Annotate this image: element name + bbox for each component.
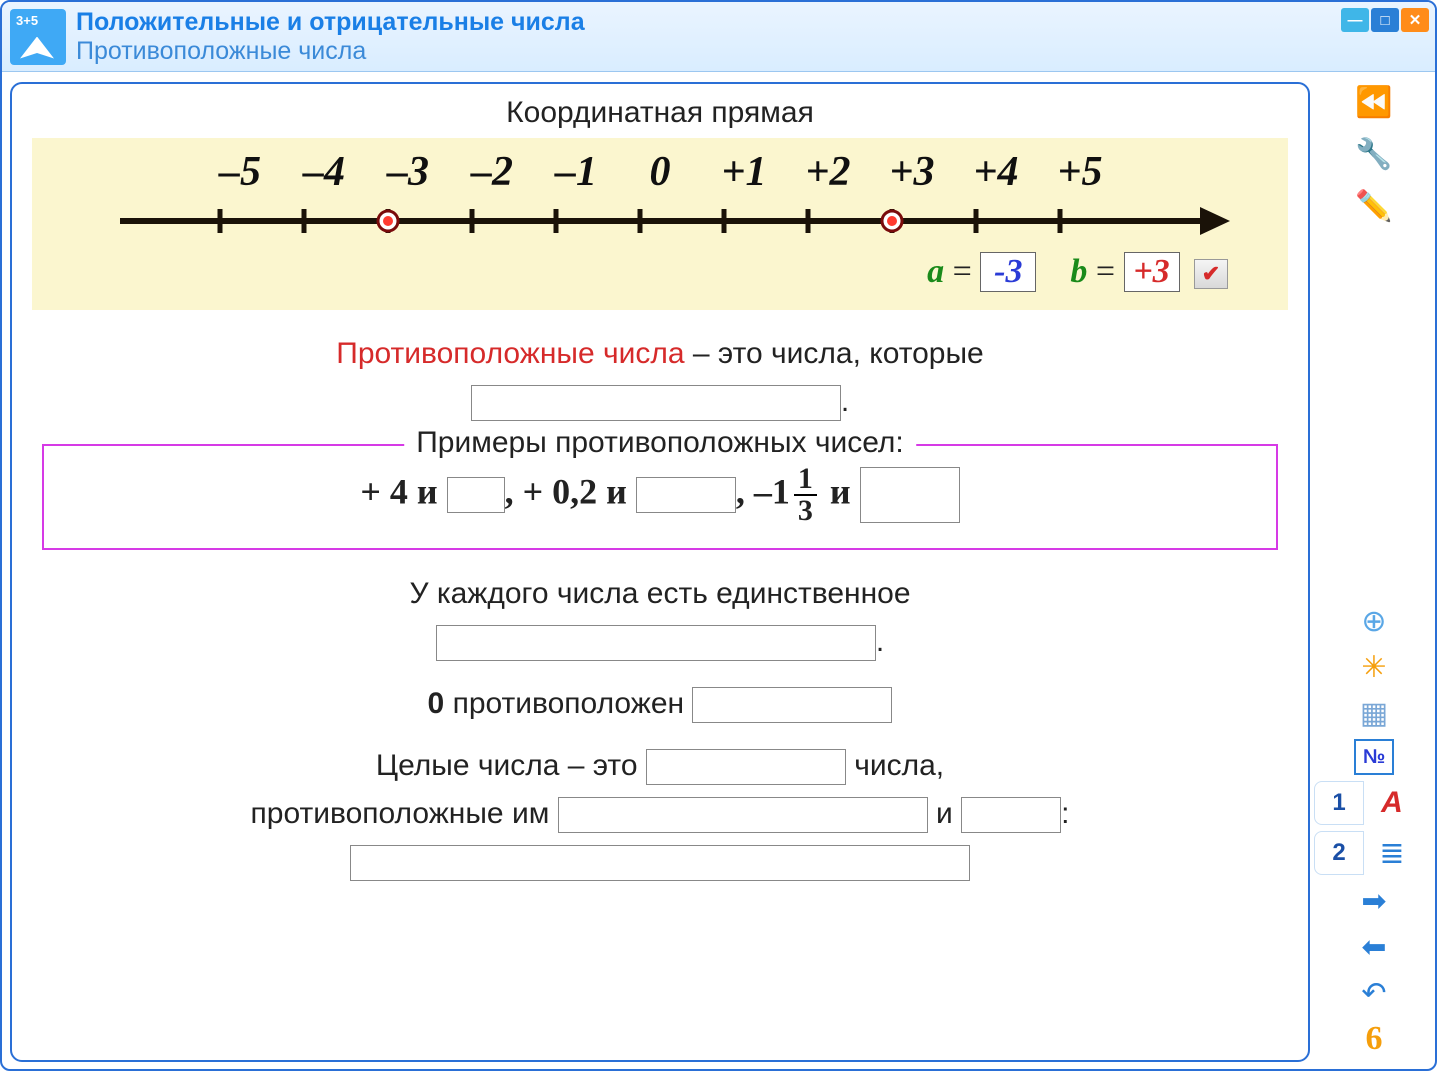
ab-row: a = -3 b = +3 ✔: [52, 252, 1268, 292]
gears-icon[interactable]: ✳: [1352, 647, 1396, 687]
font-icon[interactable]: A: [1370, 783, 1414, 823]
number-line-svg[interactable]: [60, 196, 1260, 246]
zero-line: 0 противоположен: [32, 680, 1288, 728]
eq-a: =: [944, 253, 980, 290]
eq-b: =: [1087, 253, 1123, 290]
ex3-minus1: –1: [754, 471, 790, 511]
blank-int3[interactable]: [961, 797, 1061, 833]
blank-int1[interactable]: [646, 749, 846, 785]
blank-int4[interactable]: [350, 845, 970, 881]
fraction: 13: [794, 464, 817, 526]
number-line-labels: –5 –4 –3 –2 –1 0 +1 +2 +3 +4 +5: [52, 148, 1268, 196]
nl-label: 0: [618, 148, 702, 196]
numline-title: Координатная прямая: [32, 96, 1288, 130]
close-button[interactable]: ✕: [1401, 8, 1429, 32]
content-panel: Координатная прямая –5 –4 –3 –2 –1 0 +1 …: [10, 82, 1310, 1062]
title-sub: Противоположные числа: [76, 37, 585, 66]
number-line-box: –5 –4 –3 –2 –1 0 +1 +2 +3 +4 +5 a = -3 b…: [32, 138, 1288, 310]
nl-label: +1: [702, 148, 786, 196]
definition-line: Противоположные числа – это числа, котор…: [32, 330, 1288, 426]
examples-legend: Примеры противоположных чисел:: [404, 426, 916, 460]
maximize-button[interactable]: □: [1371, 8, 1399, 32]
app-icon-text: 3+5: [16, 13, 38, 28]
table-icon[interactable]: ▦: [1352, 693, 1396, 733]
app-icon: 3+5: [10, 9, 66, 65]
nl-label: –2: [450, 148, 534, 196]
nl-label: +4: [954, 148, 1038, 196]
def-term: Противоположные числа: [336, 337, 684, 370]
var-b: b: [1070, 253, 1087, 290]
int-and: и: [928, 797, 961, 830]
step-six-icon[interactable]: 6: [1352, 1019, 1396, 1059]
content-text: Противоположные числа – это числа, котор…: [32, 330, 1288, 886]
minimize-button[interactable]: —: [1341, 8, 1369, 32]
pencil-icon[interactable]: ✏️: [1352, 186, 1396, 226]
nl-label: +5: [1038, 148, 1122, 196]
int-mid: числа,: [846, 749, 944, 782]
blank-ex3[interactable]: [860, 467, 960, 523]
def-rest: – это числа, которые: [685, 337, 984, 370]
blank-definition[interactable]: [471, 385, 841, 421]
comma2: ,: [736, 471, 754, 511]
window-buttons: — □ ✕: [1341, 8, 1429, 32]
back-icon[interactable]: ⏪: [1352, 82, 1396, 122]
examples-row: + 4 и , + 0,2 и , –113 и: [54, 464, 1266, 526]
zoom-icon[interactable]: ⊕: [1352, 601, 1396, 641]
app-icon-shape: [20, 37, 54, 59]
frac-den: 3: [794, 496, 817, 526]
zero-bold: 0: [428, 687, 445, 720]
sidebar-bottom: ⊕ ✳ ▦ № 1 A 2 ≣ ➡ ⬅ ↶ 6: [1319, 601, 1429, 1059]
int-colon: :: [1061, 797, 1069, 830]
nl-label: –3: [366, 148, 450, 196]
app-window: 3+5 Положительные и отрицательные числа …: [0, 0, 1437, 1071]
var-a: a: [927, 253, 944, 290]
nl-label: +3: [870, 148, 954, 196]
nl-label: –5: [198, 148, 282, 196]
sidebar-top: ⏪ 🔧 ✏️: [1319, 82, 1429, 226]
title-main: Положительные и отрицательные числа: [76, 8, 585, 37]
frac-num: 1: [794, 464, 817, 496]
page-tab-1[interactable]: 1: [1314, 781, 1364, 825]
examples-fieldset: Примеры противоположных чисел: + 4 и , +…: [42, 444, 1278, 550]
nl-label: –1: [534, 148, 618, 196]
undo-icon[interactable]: ↶: [1352, 973, 1396, 1013]
list-icon[interactable]: ≣: [1370, 833, 1414, 873]
number-icon[interactable]: №: [1354, 739, 1394, 775]
ex1-text: + 4 и: [360, 471, 446, 511]
unique-line: У каждого числа есть единственное .: [32, 570, 1288, 666]
dot2: .: [876, 625, 884, 658]
page-tab-2[interactable]: 2: [1314, 831, 1364, 875]
blank-ex1[interactable]: [447, 477, 505, 513]
title-block: Положительные и отрицательные числа Прот…: [76, 8, 585, 66]
value-a[interactable]: -3: [980, 252, 1036, 292]
ex3-and: и: [821, 471, 860, 511]
int-line2a: противоположные им: [251, 797, 558, 830]
forward-icon[interactable]: ➡: [1352, 881, 1396, 921]
zero-rest: противоположен: [444, 687, 692, 720]
titlebar: 3+5 Положительные и отрицательные числа …: [2, 2, 1435, 72]
nl-label: +2: [786, 148, 870, 196]
check-button[interactable]: ✔: [1194, 259, 1228, 289]
ex2-text: + 0,2 и: [523, 471, 636, 511]
blank-unique[interactable]: [436, 625, 876, 661]
nl-label: –4: [282, 148, 366, 196]
integers-line: Целые числа – это числа, противоположные…: [32, 742, 1288, 886]
value-b[interactable]: +3: [1124, 252, 1180, 292]
blank-ex2[interactable]: [636, 477, 736, 513]
int-pre: Целые числа – это: [376, 749, 646, 782]
blank-zero[interactable]: [692, 687, 892, 723]
back-arrow-icon[interactable]: ⬅: [1352, 927, 1396, 967]
unique-text: У каждого числа есть единственное: [409, 577, 910, 610]
comma1: ,: [505, 471, 523, 511]
dot: .: [841, 385, 849, 418]
wrench-icon[interactable]: 🔧: [1352, 134, 1396, 174]
blank-int2[interactable]: [558, 797, 928, 833]
